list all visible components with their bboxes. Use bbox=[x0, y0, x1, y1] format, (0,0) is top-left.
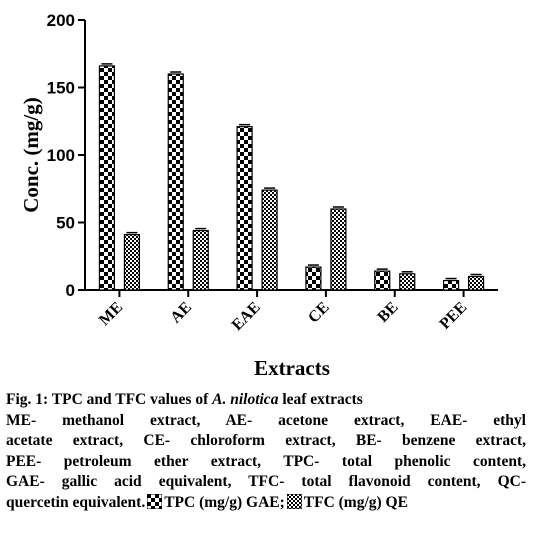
caption-species: A. nilotica bbox=[212, 391, 279, 408]
bar-tpc bbox=[167, 73, 184, 291]
y-axis-label: Conc. (mg/g) bbox=[19, 97, 43, 212]
legend-tfc-label: TFC (mg/g) QE bbox=[303, 493, 408, 511]
axes bbox=[78, 19, 498, 297]
bar-tfc bbox=[261, 189, 278, 291]
bar-tfc bbox=[399, 273, 416, 291]
caption-line: GAE- gallic acid equivalent, TFC- total … bbox=[6, 473, 526, 490]
bar-tpc bbox=[305, 266, 322, 291]
x-tick-label: EAE bbox=[229, 299, 264, 334]
caption-line: acetate extract, CE- chloroform extract,… bbox=[6, 432, 526, 449]
y-tick-label: 200 bbox=[47, 11, 75, 30]
caption-line: PEE- petroleum ether extract, TPC- total… bbox=[6, 452, 526, 470]
y-tick-label: 150 bbox=[47, 79, 75, 98]
bar-tpc bbox=[374, 270, 391, 291]
caption-title-prefix: Fig. 1: TPC and TFC values of bbox=[6, 391, 213, 408]
legend-tpc-label: TPC (mg/g) GAE; bbox=[164, 493, 285, 511]
x-tick-label: AE bbox=[167, 299, 195, 327]
bar-tfc bbox=[123, 234, 141, 291]
bar-tfc bbox=[330, 208, 347, 291]
y-tick-label: 0 bbox=[66, 281, 75, 300]
caption-line-legend: quercetin equivalent. TPC (mg/g) GAE; TFC … bbox=[6, 493, 526, 514]
caption-last-line-start: quercetin equivalent. bbox=[6, 493, 146, 511]
x-axis-label: Extracts bbox=[254, 356, 330, 380]
bar-tpc bbox=[442, 279, 460, 291]
bar-tfc bbox=[192, 230, 209, 291]
y-tick-label: 50 bbox=[56, 214, 75, 233]
x-tick-label: BE bbox=[374, 299, 401, 326]
tfc-legend-swatch-icon bbox=[286, 493, 302, 509]
x-tick-label: PEE bbox=[436, 299, 470, 333]
bar-tpc bbox=[236, 126, 253, 291]
bar-chart: 0 50 100 150 200 Conc. (mg/g) Extracts ME AE EAE C… bbox=[19, 11, 498, 380]
y-tick-label: 100 bbox=[47, 146, 75, 165]
x-tick-label: CE bbox=[305, 299, 333, 327]
caption-line: ME- methanol extract, AE- acetone extrac… bbox=[6, 411, 526, 429]
bar-tpc bbox=[98, 65, 116, 291]
tpc-legend-swatch-icon bbox=[147, 493, 163, 509]
bars bbox=[98, 63, 485, 291]
bar-tfc bbox=[467, 275, 485, 291]
x-tick-label: ME bbox=[96, 299, 126, 329]
figure-caption: Fig. 1: TPC and TFC values of A. nilotic… bbox=[6, 390, 526, 513]
caption-title: Fig. 1: TPC and TFC values of A. nilotic… bbox=[6, 390, 526, 411]
caption-title-suffix: leaf extracts bbox=[278, 391, 363, 408]
